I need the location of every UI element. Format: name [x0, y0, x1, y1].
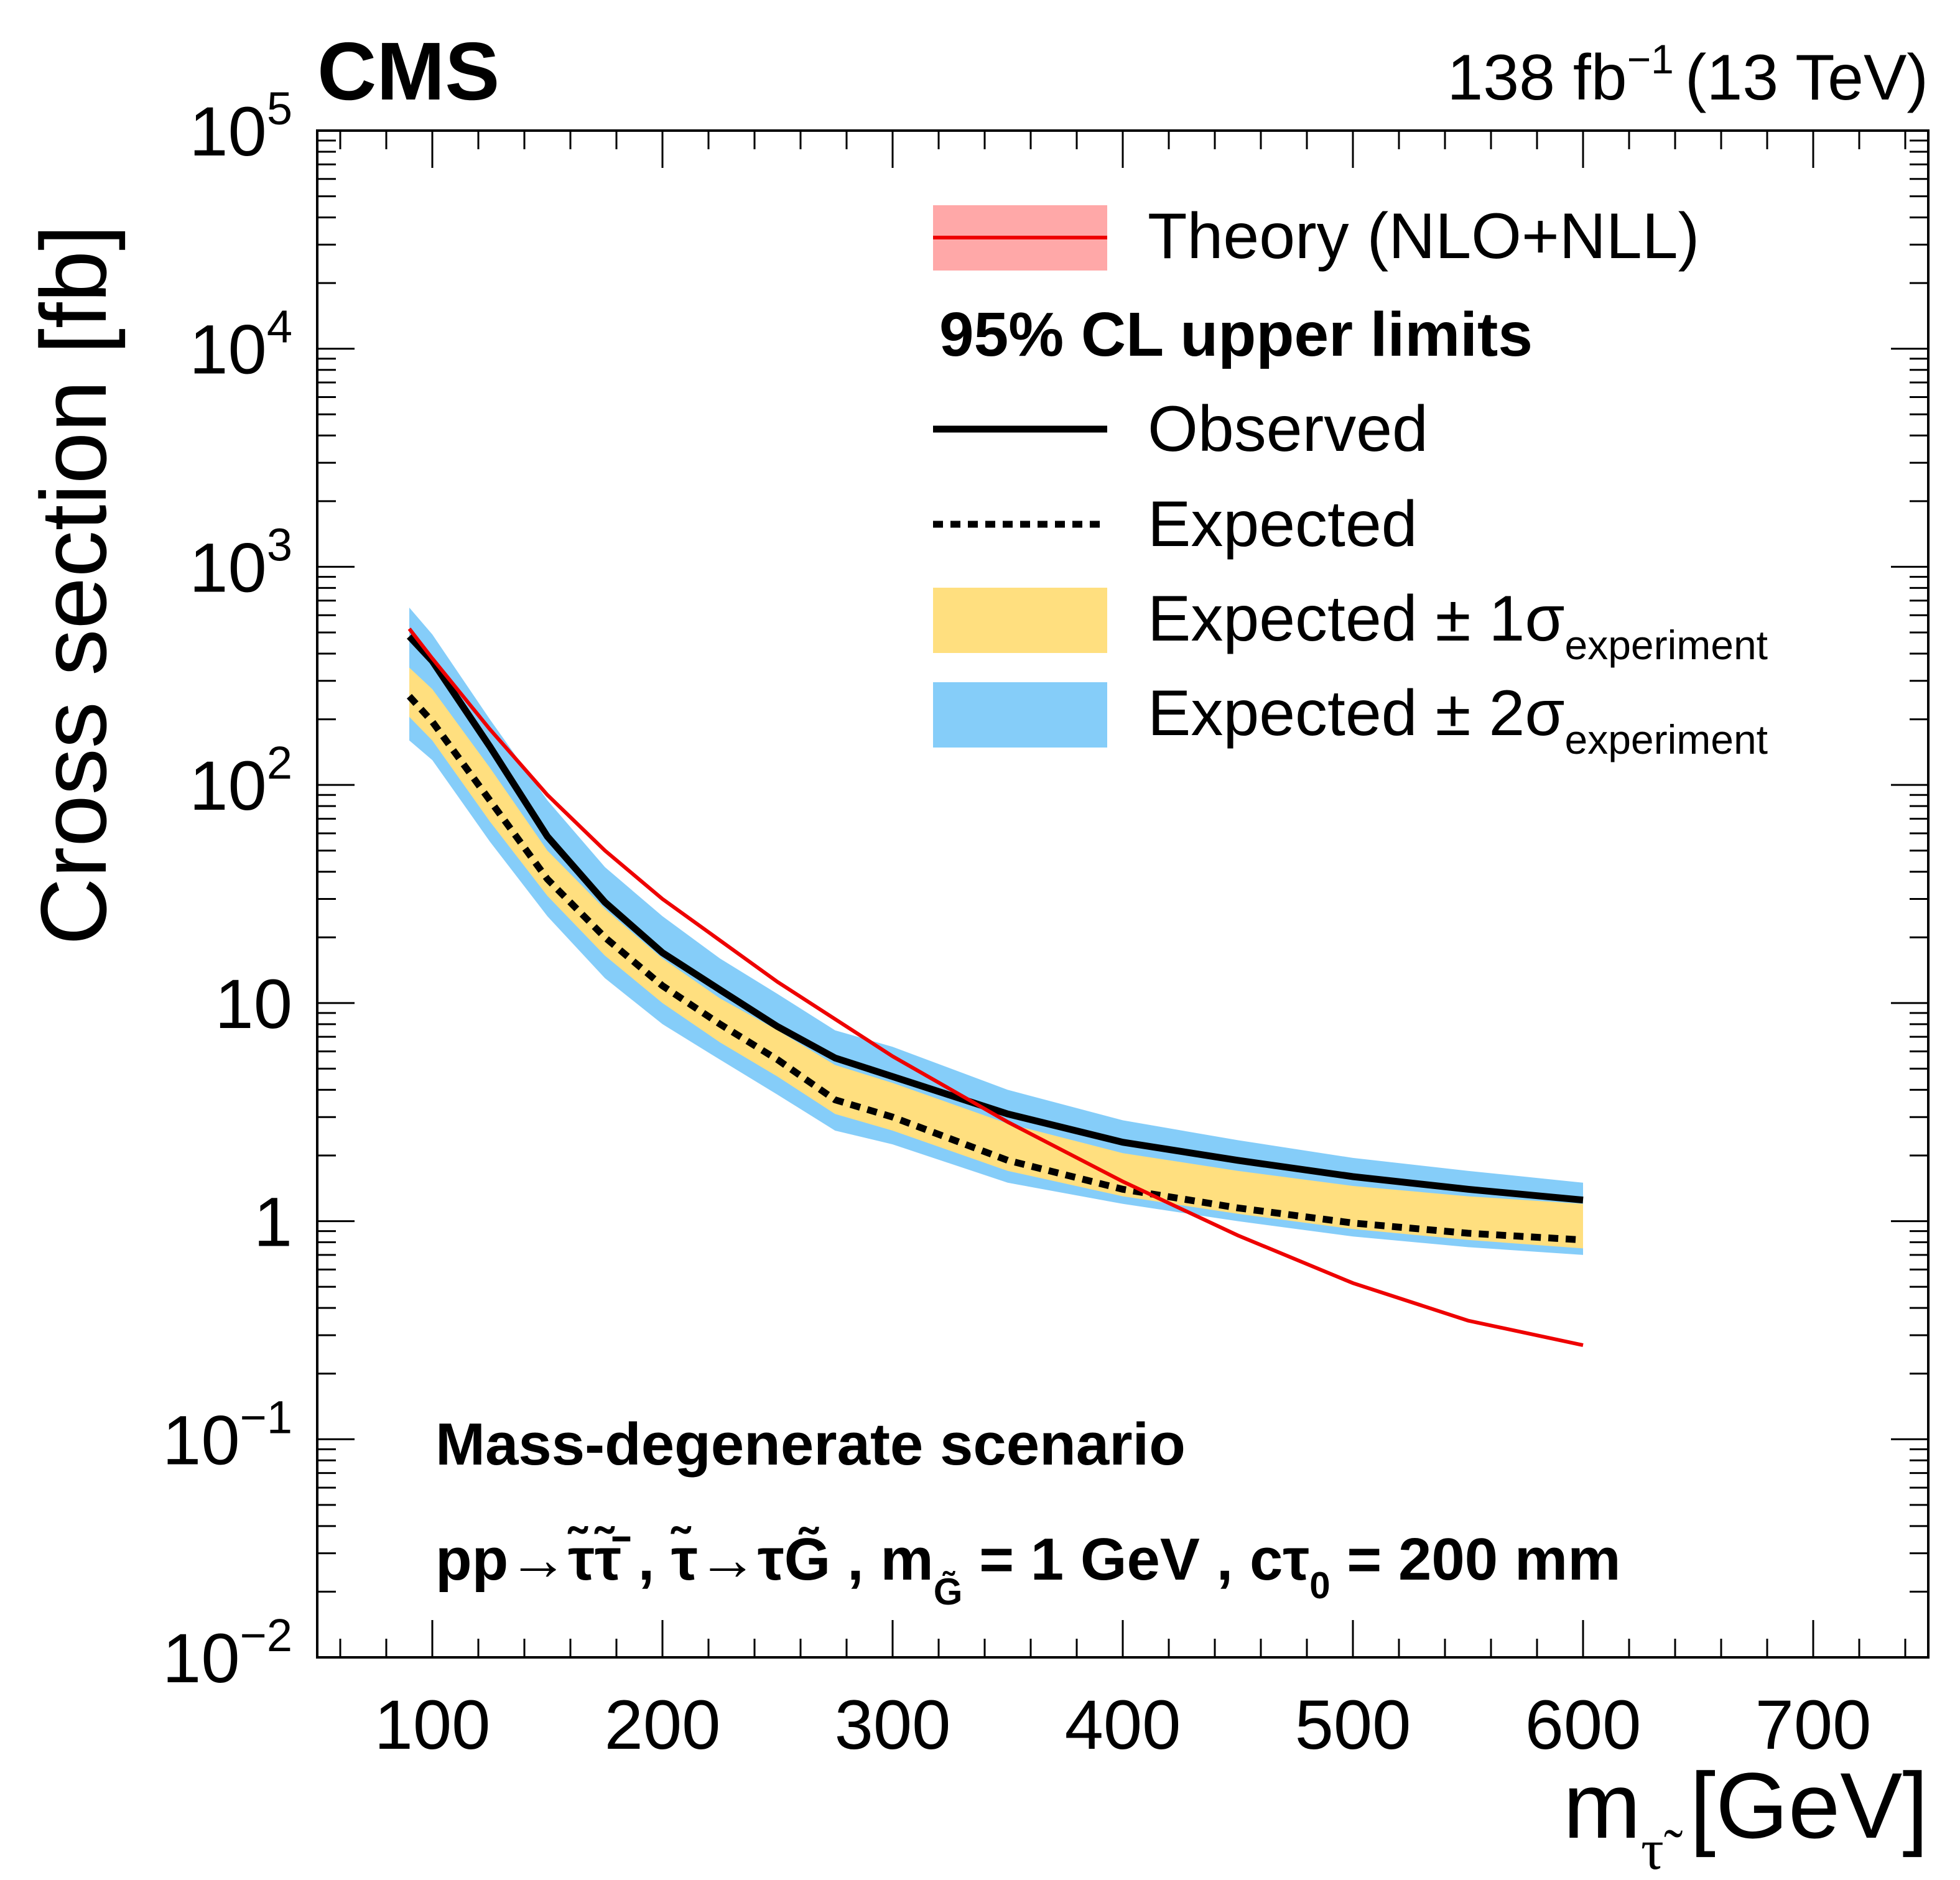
legend: Theory (NLO+NLL) 95% CL upper limits Obs…: [933, 200, 1768, 762]
one-sigma-band: [409, 667, 1583, 1249]
lumi-value: 138 fb: [1447, 42, 1627, 114]
luminosity-label: 138 fb−1 (13 TeV): [1447, 36, 1928, 114]
scenario-annotation: Mass-degenerate scenario: [435, 1411, 1186, 1478]
lumi-exponent: −1: [1627, 36, 1674, 82]
y-tick-exponent: −1: [240, 1391, 292, 1443]
theory-line: [407, 627, 1584, 1347]
y-tick-base: 10: [215, 965, 292, 1043]
legend-observed-label: Observed: [1148, 393, 1428, 465]
process-end: = 200 mm: [1331, 1526, 1621, 1593]
axis-ticks: [317, 129, 1928, 1659]
y-tick-base: 1: [254, 1183, 292, 1261]
y-tick-exponent: 2: [267, 737, 292, 789]
process-sub: G̃: [934, 1571, 963, 1613]
legend-two-sigma-swatch: [933, 682, 1107, 748]
y-tick-label: 102: [189, 737, 292, 825]
process-tail: = 1 GeV , cτ: [962, 1526, 1309, 1593]
x-axis-label: mτ̃ [GeV]: [1563, 1753, 1928, 1880]
y-tick-label: 105: [189, 83, 292, 170]
one-sigma-main: Expected ± 1σ: [1148, 583, 1565, 655]
x-tick-label: 700: [1755, 1686, 1872, 1764]
energy-value: (13 TeV): [1685, 42, 1928, 114]
legend-heading: 95% CL upper limits: [939, 300, 1533, 369]
legend-one-sigma-label: Expected ± 1σexperiment: [1148, 583, 1768, 668]
process-annotation: pp→τ̃τ̃̄ , τ̃→τG̃ , mG̃ = 1 GeV , cτ0 = …: [435, 1526, 1621, 1613]
y-tick-exponent: −2: [240, 1609, 292, 1661]
two-sigma-main: Expected ± 2σ: [1148, 677, 1565, 749]
process-text: pp→τ̃τ̃̄ , τ̃→τG̃ , m: [435, 1526, 934, 1593]
x-tick-label: 600: [1525, 1686, 1642, 1764]
y-tick-base: 10: [189, 529, 267, 606]
y-tick-label: 1: [254, 1183, 292, 1261]
x-tick-label: 500: [1295, 1686, 1411, 1764]
y-axis-label: Cross section [fb]: [21, 225, 126, 945]
process-sub2: 0: [1309, 1565, 1330, 1606]
legend-theory-label: Theory (NLO+NLL): [1148, 200, 1699, 272]
plot-area: [406, 608, 1584, 1347]
experiment-label: CMS: [317, 25, 499, 117]
x-label-unit: [GeV]: [1664, 1753, 1928, 1858]
x-label-main: m: [1563, 1753, 1641, 1858]
y-tick-label: 10: [215, 965, 292, 1043]
y-tick-label: 10−2: [162, 1609, 292, 1697]
y-tick-exponent: 3: [267, 519, 292, 570]
y-tick-base: 10: [189, 747, 267, 825]
legend-one-sigma-swatch: [933, 588, 1107, 653]
observed-limit-line: [406, 634, 1584, 1204]
y-tick-label: 10−1: [162, 1391, 292, 1479]
y-tick-base: 10: [189, 93, 267, 170]
legend-two-sigma-label: Expected ± 2σexperiment: [1148, 677, 1768, 762]
y-tick-base: 10: [162, 1619, 240, 1697]
y-tick-exponent: 4: [267, 301, 292, 353]
expected-limit-line: [406, 693, 1584, 1244]
y-tick-exponent: 5: [267, 83, 292, 134]
x-tick-label: 300: [835, 1686, 951, 1764]
y-tick-label: 104: [189, 301, 292, 389]
y-tick-base: 10: [189, 311, 267, 389]
one-sigma-sub: experiment: [1565, 622, 1768, 668]
two-sigma-sub: experiment: [1565, 716, 1768, 762]
y-tick-label: 103: [189, 519, 292, 606]
x-tick-labels: 100 200 300 400 500 600 700: [374, 1686, 1872, 1764]
x-tick-label: 200: [605, 1686, 721, 1764]
x-tick-label: 100: [374, 1686, 491, 1764]
legend-expected-label: Expected: [1148, 488, 1418, 560]
y-tick-base: 10: [162, 1401, 240, 1479]
x-tick-label: 400: [1065, 1686, 1181, 1764]
